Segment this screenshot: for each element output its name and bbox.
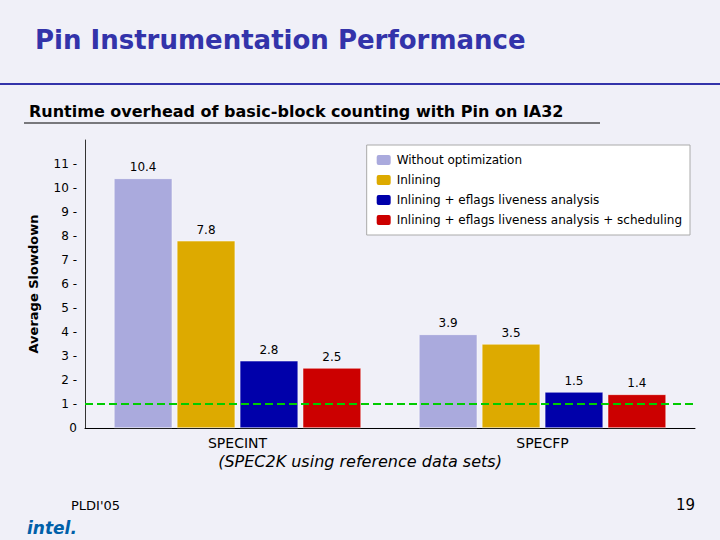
svg-text:10 -: 10 - bbox=[54, 181, 77, 195]
svg-text:0: 0 bbox=[69, 421, 77, 435]
svg-text:11 -: 11 - bbox=[54, 157, 77, 171]
svg-text:1 -: 1 - bbox=[61, 397, 77, 411]
svg-text:5 -: 5 - bbox=[61, 301, 77, 315]
svg-text:10.4: 10.4 bbox=[130, 160, 157, 174]
svg-text:(SPEC2K using reference data s: (SPEC2K using reference data sets) bbox=[218, 452, 502, 471]
svg-text:Without optimization: Without optimization bbox=[397, 153, 522, 167]
svg-text:SPECFP: SPECFP bbox=[516, 435, 568, 451]
svg-text:Inlining: Inlining bbox=[397, 173, 441, 187]
svg-text:Inlining + eflags liveness ana: Inlining + eflags liveness analysis + sc… bbox=[397, 213, 682, 227]
svg-text:1.4: 1.4 bbox=[627, 376, 646, 390]
svg-text:6 -: 6 - bbox=[61, 277, 77, 291]
svg-text:1.5: 1.5 bbox=[564, 374, 583, 388]
svg-text:3.9: 3.9 bbox=[439, 316, 458, 330]
svg-text:Pin Instrumentation Performanc: Pin Instrumentation Performance bbox=[35, 25, 526, 55]
svg-text:3 -: 3 - bbox=[61, 349, 77, 363]
svg-text:2 -: 2 - bbox=[61, 373, 77, 387]
svg-text:8 -: 8 - bbox=[61, 229, 77, 243]
svg-text:7 -: 7 - bbox=[61, 253, 77, 267]
svg-text:Average Slowdown: Average Slowdown bbox=[26, 215, 41, 354]
svg-text:3.5: 3.5 bbox=[501, 326, 520, 340]
svg-text:intel.: intel. bbox=[27, 518, 77, 538]
svg-text:Runtime overhead of basic-bloc: Runtime overhead of basic-block counting… bbox=[29, 102, 564, 121]
svg-text:4 -: 4 - bbox=[61, 325, 77, 339]
svg-text:2.8: 2.8 bbox=[259, 343, 278, 357]
svg-text:7.8: 7.8 bbox=[196, 223, 215, 237]
svg-text:2.5: 2.5 bbox=[322, 350, 341, 364]
svg-text:PLDI'05: PLDI'05 bbox=[71, 498, 120, 513]
svg-text:SPECINT: SPECINT bbox=[208, 435, 268, 451]
svg-text:9 -: 9 - bbox=[61, 205, 77, 219]
svg-text:19: 19 bbox=[676, 496, 695, 514]
svg-text:Inlining + eflags liveness ana: Inlining + eflags liveness analysis bbox=[397, 193, 600, 207]
